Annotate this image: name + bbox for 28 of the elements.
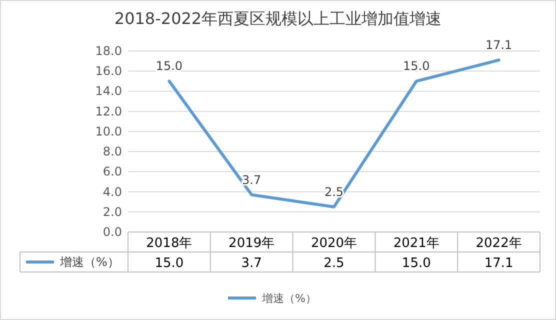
data-label: 15.0 bbox=[154, 256, 184, 271]
data-label: 17.1 bbox=[484, 256, 514, 271]
y-tick-label: 18.0 bbox=[95, 44, 122, 58]
data-label: 3.7 bbox=[241, 256, 262, 271]
text: 3.7 bbox=[242, 172, 262, 187]
chart-title: 2018-2022年西夏区规模以上工业增加值增速 bbox=[114, 9, 442, 28]
y-tick-label: 14.0 bbox=[95, 84, 122, 98]
data-label: 2.5 bbox=[324, 256, 344, 271]
x-tick-label: 2020年 bbox=[310, 236, 358, 251]
x-tick-label: 2019年 bbox=[228, 236, 275, 251]
y-tick-label: 4.0 bbox=[102, 184, 122, 199]
y-tick-label: 0.0 bbox=[102, 225, 122, 239]
legend-label: 增速（%） bbox=[59, 255, 120, 269]
x-tick-label: 2021年 bbox=[393, 236, 440, 251]
text: 15.0 bbox=[156, 59, 183, 74]
text: 2.5 bbox=[324, 184, 344, 199]
x-tick-label: 2018年 bbox=[146, 236, 192, 251]
y-tick-label: 10.0 bbox=[95, 124, 122, 138]
y-tick-label: 12.0 bbox=[95, 104, 122, 118]
y-tick-label: 8.0 bbox=[102, 144, 122, 159]
x-tick-label: 2022年 bbox=[476, 236, 522, 251]
y-tick-label: 6.0 bbox=[102, 164, 122, 179]
text: 15.0 bbox=[403, 59, 430, 74]
data-label: 15.0 bbox=[402, 256, 431, 271]
text: 增速（%） bbox=[262, 292, 316, 305]
text: 17.1 bbox=[485, 38, 512, 52]
y-tick-label: 16.0 bbox=[95, 64, 122, 78]
y-tick-label: 2.0 bbox=[102, 204, 122, 219]
